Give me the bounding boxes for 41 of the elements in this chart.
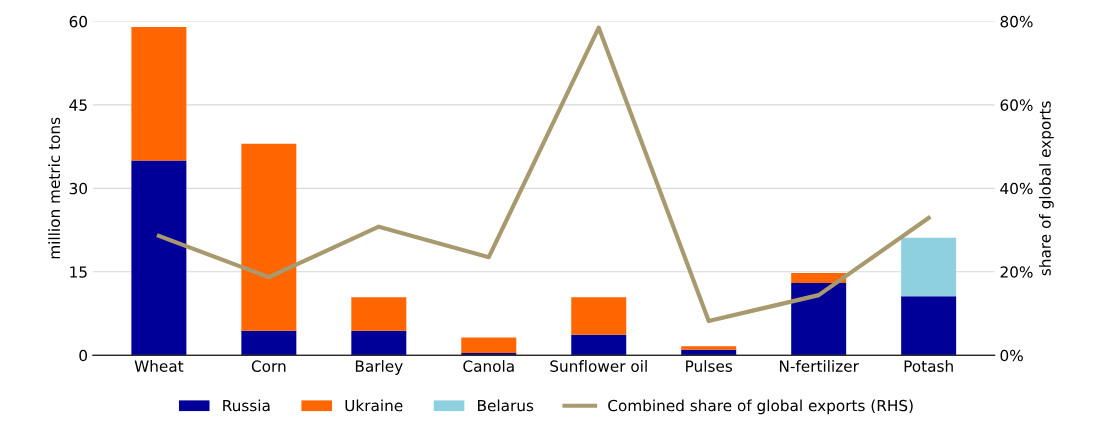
y2-tick-label: 20% [1000,266,1033,278]
bar [461,337,517,354]
x-tick-label: Sunflower oil [550,360,647,372]
bar [681,346,737,350]
bar [901,296,957,356]
y-tick-label: 45 [69,99,87,111]
x-tick-label: Barley [355,360,403,375]
x-tick-label: Potash [904,360,953,372]
bar [791,282,847,356]
y2-axis-title: share of global exports [1039,101,1054,276]
bar [351,297,407,331]
y-tick-label: 0 [79,349,88,362]
bar [681,349,737,356]
bar [461,353,517,356]
y2-tick-label: 80% [1000,15,1033,28]
y-tick-label: 30 [69,182,88,195]
y-axis-title: million metric tons [48,117,61,259]
bar [791,272,847,283]
line-series [156,25,931,324]
x-tick-label: N-fertilizer [779,360,859,372]
x-tick-label: Corn [251,360,286,372]
x-tick-label: Wheat [134,360,184,372]
bar [571,334,627,356]
bar [131,26,187,161]
legend-label: Belarus [478,399,534,412]
x-tick-label: Canola [463,360,514,372]
x-tick-label: Pulses [686,360,733,372]
bar [241,143,297,331]
bar [351,330,407,356]
bar [131,160,187,356]
legend-label: Combined share of global exports (RHS) [608,399,913,415]
bar [571,297,627,335]
legend-label: Ukraine [345,399,403,412]
legend-label: Russia [223,399,270,412]
y2-tick-label: 60% [1000,99,1033,111]
y2-tick-label: 0% [1000,349,1023,362]
bar [901,237,957,297]
bar [241,330,297,356]
y2-tick-label: 40% [1000,182,1033,195]
y-tick-label: 15 [70,266,87,278]
y-tick-label: 60 [69,15,88,28]
